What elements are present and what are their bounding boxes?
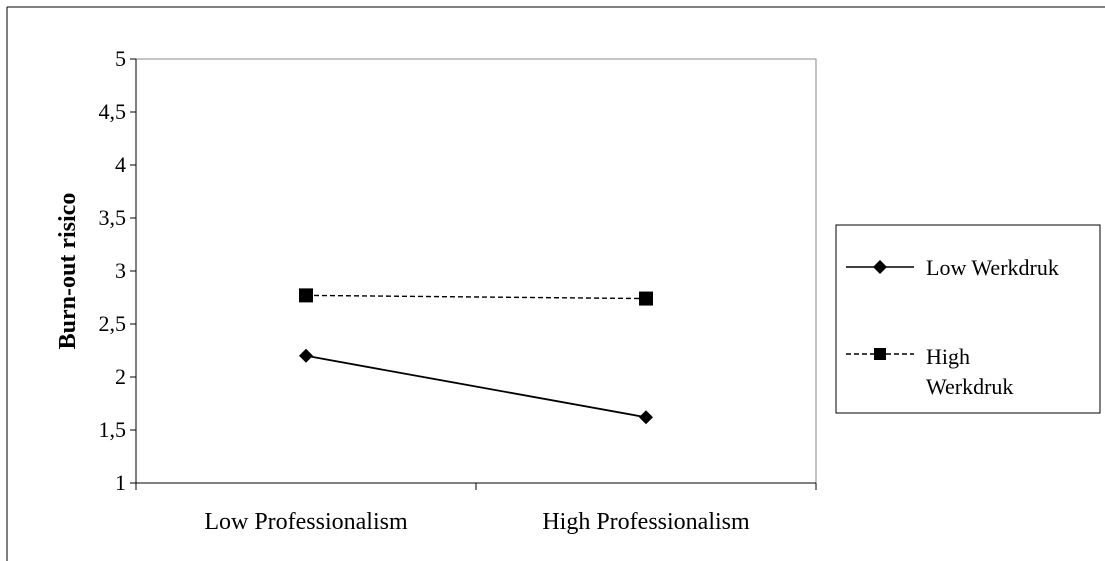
- data-point-high-werkdruk: [299, 288, 313, 303]
- series-line-high-werkdruk: [305, 294, 647, 300]
- data-point-low-werkdruk: [299, 348, 313, 363]
- legend-marker-high-werkdruk: [874, 348, 886, 360]
- y-tick-label: 2: [115, 364, 126, 389]
- x-category-label: High Professionalism: [542, 509, 750, 535]
- legend-marker-low-werkdruk: [873, 260, 887, 274]
- x-category-label: Low Professionalism: [204, 509, 408, 535]
- legend-box: [835, 224, 1101, 414]
- plot-area: [135, 58, 817, 484]
- series-line-low-werkdruk: [305, 354, 647, 419]
- y-axis-label: Burn-out risico: [55, 193, 81, 350]
- legend: Low Werkdruk High Werkdruk: [835, 224, 1101, 414]
- y-tick-label: 3: [115, 258, 126, 283]
- y-tick-label: 4,5: [99, 99, 127, 124]
- y-axis: 1 1,5 2 2,5 3 3,5 4 4,5 5: [99, 46, 137, 495]
- series-layer: [299, 288, 653, 425]
- data-point-low-werkdruk: [639, 410, 653, 425]
- y-tick-label: 1: [115, 470, 126, 495]
- legend-label-high-werkdruk-line1: High: [926, 344, 970, 369]
- legend-label-high-werkdruk-line2: Werkdruk: [926, 374, 1013, 399]
- y-tick-label: 1,5: [99, 417, 127, 442]
- y-tick-label: 3,5: [99, 205, 127, 230]
- y-tick-label: 2,5: [99, 311, 127, 336]
- x-axis: Low Professionalism High Professionalism: [135, 482, 817, 535]
- y-tick-label: 4: [115, 152, 126, 177]
- legend-label-low-werkdruk: Low Werkdruk: [926, 255, 1059, 280]
- y-tick-label: 5: [115, 46, 126, 71]
- data-point-high-werkdruk: [639, 291, 653, 306]
